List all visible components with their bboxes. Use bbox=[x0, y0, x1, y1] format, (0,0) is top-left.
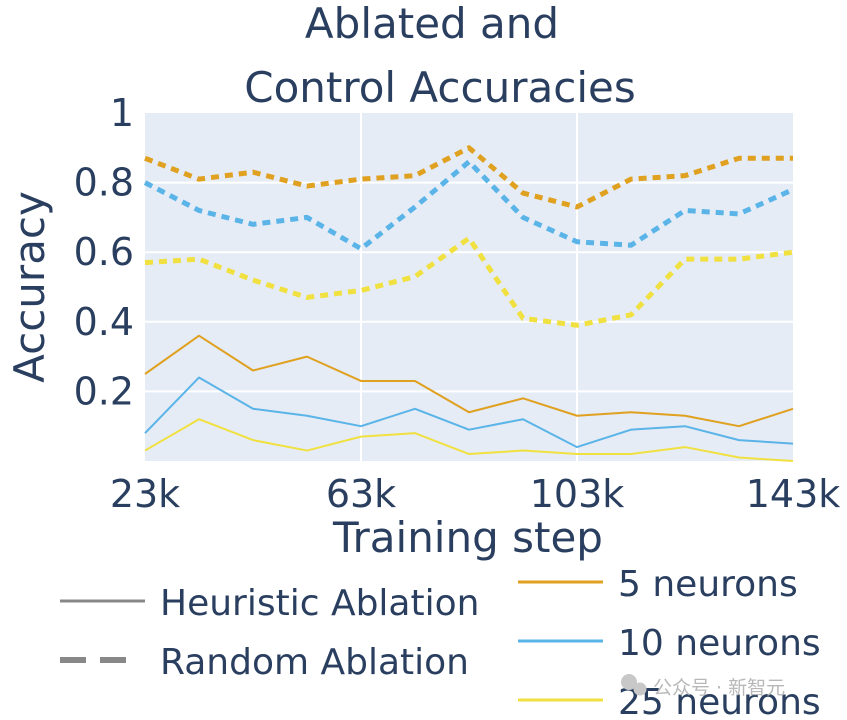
x-tick-label: 103k bbox=[530, 472, 625, 516]
series-heuristic-25-neurons-line bbox=[144, 418, 794, 462]
x-tick-label: 63k bbox=[326, 472, 396, 516]
watermark: 公众号 · 新智元 bbox=[621, 674, 785, 699]
x-tick-label: 23k bbox=[110, 472, 180, 516]
chart-title-line-2: Control Accuracies bbox=[244, 63, 635, 112]
watermark-text: 公众号 · 新智元 bbox=[653, 677, 785, 699]
y-tick-label: 0.6 bbox=[74, 230, 134, 274]
legend-heuristic-label: Heuristic Ablation bbox=[160, 583, 479, 624]
series-random-10-neurons-line bbox=[143, 159, 795, 252]
y-tick-label: 0.8 bbox=[74, 161, 134, 205]
plot-area bbox=[145, 113, 793, 461]
y-tick-label: 0.2 bbox=[74, 369, 134, 413]
series-random-25-neurons-line bbox=[144, 235, 794, 328]
y-tick-label: 0.4 bbox=[74, 300, 134, 344]
legend-10-neurons-label: 10 neurons bbox=[618, 623, 821, 664]
x-axis-title: Training step bbox=[332, 513, 603, 562]
legend-ablation-styles: Heuristic Ablation Random Ablation bbox=[60, 583, 479, 683]
series-heuristic-5-neurons-line bbox=[144, 334, 794, 428]
legend-random-label: Random Ablation bbox=[160, 642, 469, 683]
chart-title-line-1: Ablated and bbox=[305, 0, 559, 48]
series-heuristic-10-neurons-line bbox=[144, 376, 794, 449]
x-tick-label: 143k bbox=[746, 472, 841, 516]
legend-5-neurons-label: 5 neurons bbox=[618, 564, 798, 605]
legend-25-neurons-label: 25 neurons bbox=[618, 682, 821, 720]
y-axis-title: Accuracy bbox=[5, 191, 54, 383]
series-random-5-neurons-line bbox=[144, 145, 793, 210]
y-tick-label: 1 bbox=[110, 91, 134, 135]
legend-neuron-colors: 5 neurons 10 neurons 25 neurons bbox=[518, 564, 821, 720]
wechat-icon bbox=[621, 674, 647, 696]
